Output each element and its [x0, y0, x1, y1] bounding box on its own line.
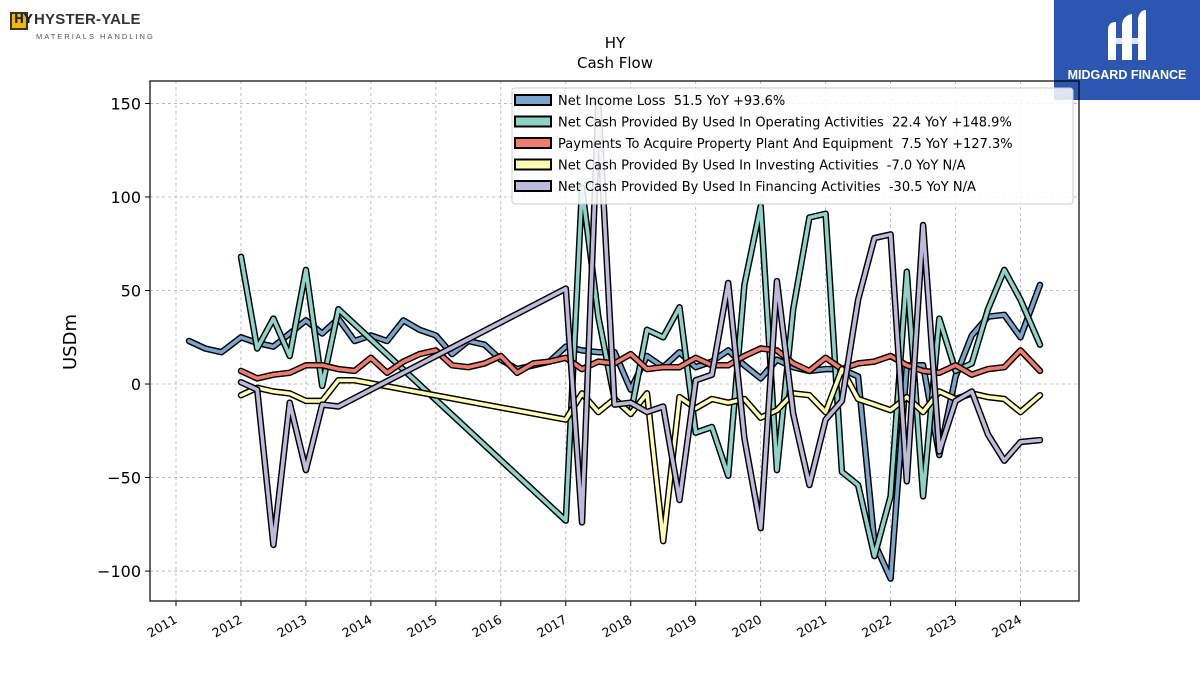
legend-swatch: [514, 115, 552, 128]
legend-entry-label: Net Cash Provided By Used In Operating A…: [558, 116, 1012, 131]
series-lines: [185, 100, 1044, 582]
x-tick-label: 2015: [404, 612, 439, 641]
company-name: HYSTER-YALE: [34, 11, 141, 28]
y-tick-label: −100: [97, 562, 141, 581]
y-tick-label: 50: [121, 281, 141, 300]
midgard-m-icon: [1108, 10, 1146, 60]
x-tick-label: 2013: [274, 612, 309, 641]
y-tick-label: 0: [131, 375, 141, 394]
y-tick-label: 100: [110, 188, 141, 207]
legend-swatch: [514, 94, 552, 106]
hyster-yale-logo: HY HYSTER-YALE MATERIALS HANDLING: [10, 10, 160, 44]
x-tick-label: 2020: [729, 612, 764, 641]
y-axis-label: USDm: [60, 314, 81, 370]
x-tick-label: 2018: [599, 612, 634, 641]
x-tick-label: 2024: [989, 612, 1024, 641]
plot-area: [149, 80, 1080, 602]
series-line-3: [239, 346, 1042, 381]
series-line-5: [239, 101, 1042, 547]
x-tick-label: 2017: [534, 612, 569, 641]
x-tick-label: 2023: [924, 612, 959, 641]
y-tick-label: −50: [107, 469, 141, 488]
midgard-finance-logo: MIDGARD FINANCE: [1054, 0, 1200, 100]
hy-mark-icon: HY: [10, 12, 33, 30]
x-tick-label: 2021: [794, 612, 829, 641]
legend-swatch: [514, 158, 552, 171]
legend-swatch: [514, 180, 552, 192]
chart-title: HY: [605, 34, 626, 52]
legend: Net Income Loss 51.5 YoY +93.6% Net Cash …: [511, 87, 1074, 205]
legend-entry-label: Net Cash Provided By Used In Investing A…: [558, 159, 966, 174]
series-line-2: [239, 185, 1042, 558]
y-tick-label: 150: [110, 94, 141, 113]
legend-swatch: [514, 137, 552, 149]
x-tick-label: 2012: [209, 612, 244, 641]
x-tick-label: 2022: [859, 612, 894, 641]
legend-entry-label: Net Income Loss 51.5 YoY +93.6%: [558, 94, 785, 109]
x-tick-label: 2019: [664, 612, 699, 641]
company-tagline: MATERIALS HANDLING: [36, 32, 155, 41]
legend-box: [511, 87, 1074, 205]
x-tick-label: 2016: [469, 612, 504, 641]
chart-subtitle: Cash Flow: [577, 54, 653, 72]
legend-entry-label: Net Cash Provided By Used In Financing A…: [558, 180, 976, 195]
x-tick-label: 2011: [144, 612, 179, 641]
x-tick-label: 2014: [339, 612, 374, 641]
publisher-name: MIDGARD FINANCE: [1067, 68, 1187, 82]
legend-entry-label: Payments To Acquire Property Plant And E…: [558, 137, 1013, 152]
